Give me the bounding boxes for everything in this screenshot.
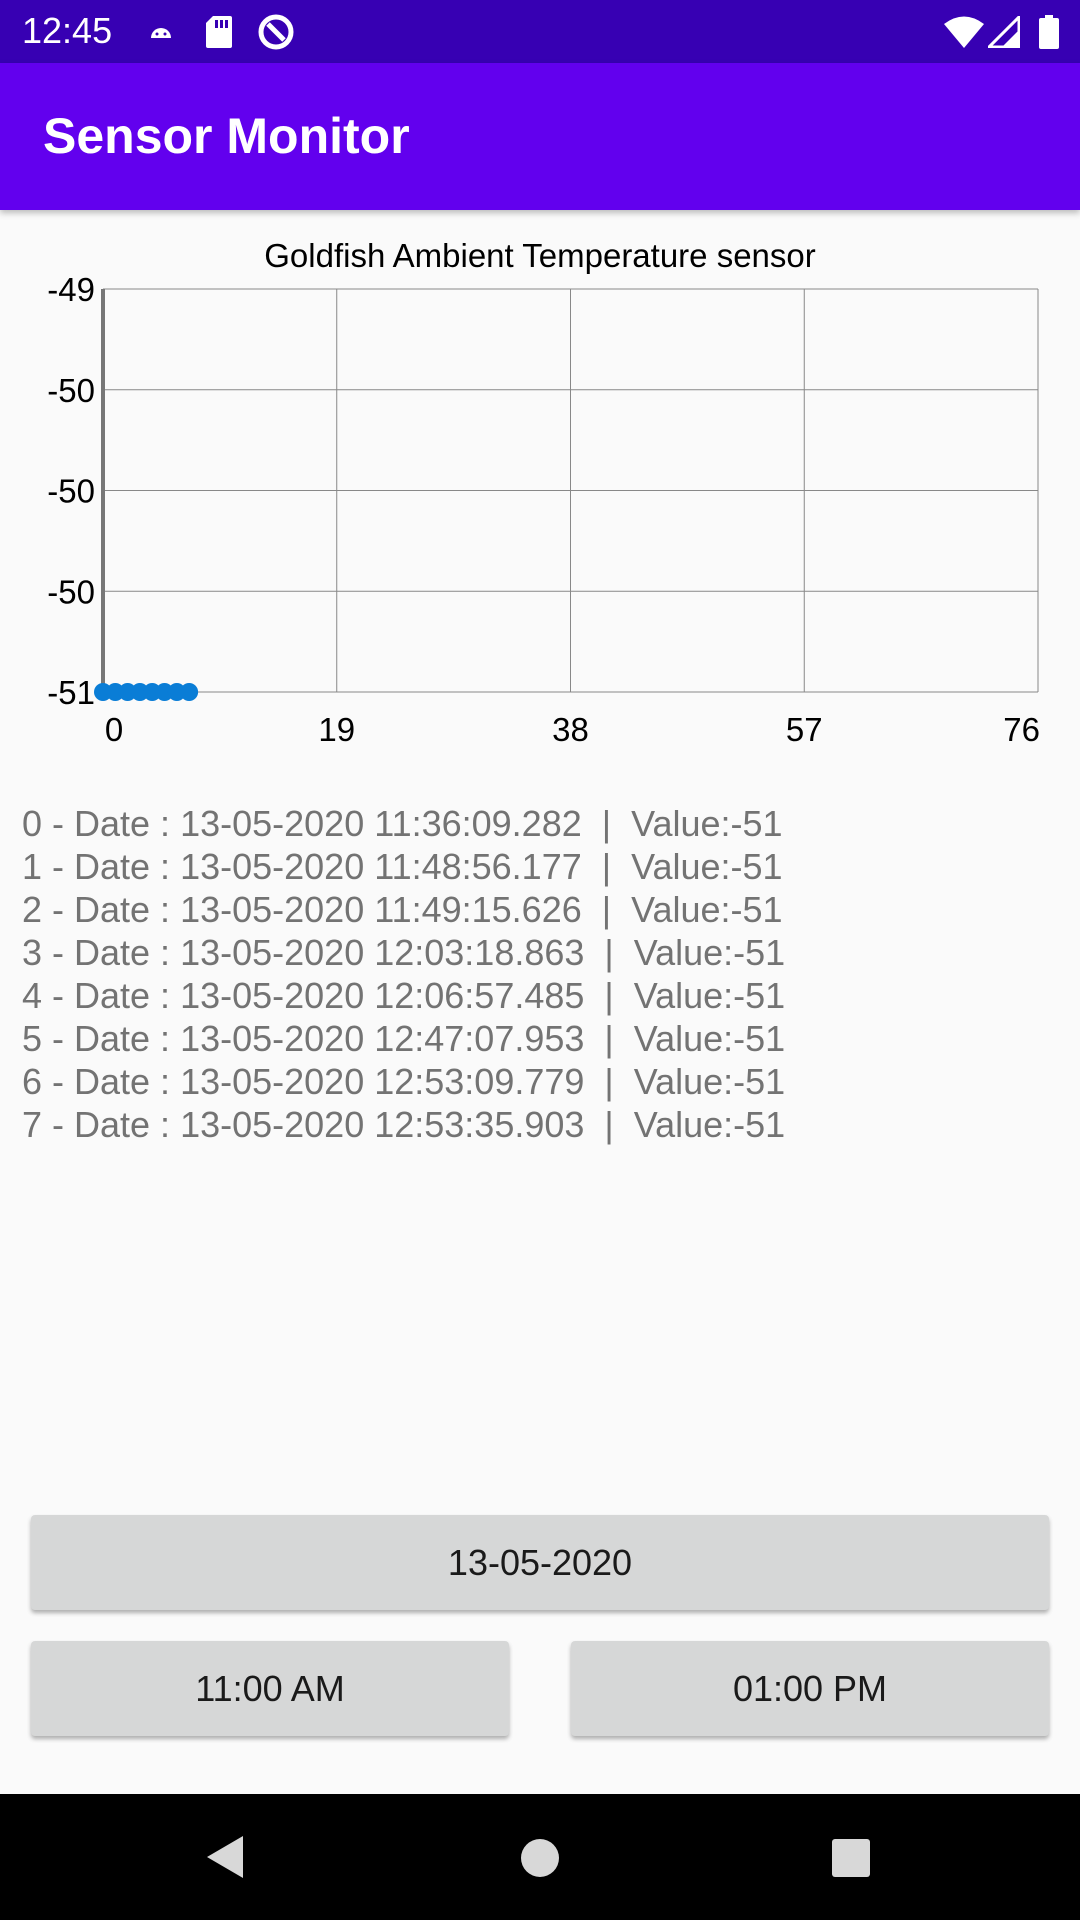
- reading-row: 2 - Date : 13-05-2020 11:49:15.626 | Val…: [22, 889, 783, 930]
- wifi-icon: [944, 0, 984, 63]
- readings-list: 0 - Date : 13-05-2020 11:36:09.282 | Val…: [22, 802, 785, 1146]
- x-tick-label: 0: [105, 711, 123, 748]
- chart-title: Goldfish Ambient Temperature sensor: [264, 237, 816, 274]
- data-point: [143, 683, 162, 701]
- app-title: Sensor Monitor: [43, 108, 410, 164]
- sensor-chart: Goldfish Ambient Temperature sensor 0 19 3…: [0, 220, 1080, 760]
- navigation-bar: [0, 1794, 1080, 1920]
- data-point: [94, 683, 112, 701]
- data-point: [167, 683, 186, 701]
- reading-row: 3 - Date : 13-05-2020 12:03:18.863 | Val…: [22, 932, 786, 973]
- android-notification-icon: [148, 0, 174, 63]
- start-time-button[interactable]: 11:00 AM: [31, 1641, 509, 1736]
- reading-row: 1 - Date : 13-05-2020 11:48:56.177 | Val…: [22, 846, 783, 887]
- y-tick-label: -49: [47, 271, 95, 308]
- y-tick-label: -50: [47, 372, 95, 409]
- y-tick-label: -50: [47, 473, 95, 510]
- reading-row: 6 - Date : 13-05-2020 12:53:09.779 | Val…: [22, 1061, 786, 1102]
- data-point: [180, 683, 199, 701]
- home-icon[interactable]: [520, 1838, 560, 1878]
- chart-grid: [101, 288, 1039, 693]
- reading-row: 4 - Date : 13-05-2020 12:06:57.485 | Val…: [22, 975, 786, 1016]
- data-point: [106, 683, 125, 701]
- status-time: 12:45: [22, 10, 113, 51]
- y-tick-label: -50: [47, 573, 95, 610]
- back-icon[interactable]: [205, 1834, 245, 1880]
- x-tick-label: 38: [552, 711, 589, 748]
- chart-canvas: Goldfish Ambient Temperature sensor 0 19 3…: [47, 237, 1040, 748]
- x-tick-label: 19: [318, 711, 355, 748]
- y-axis-ticks: -49 -50 -50 -50 -51: [47, 271, 95, 711]
- signal-icon: [988, 0, 1020, 63]
- date-button[interactable]: 13-05-2020: [31, 1515, 1049, 1610]
- x-tick-label: 57: [786, 711, 823, 748]
- data-point: [118, 683, 137, 701]
- data-point: [155, 683, 174, 701]
- status-bar: 12:45: [0, 0, 1080, 63]
- reading-row: 5 - Date : 13-05-2020 12:47:07.953 | Val…: [22, 1018, 786, 1059]
- y-tick-label: -51: [47, 674, 95, 711]
- data-saver-icon: [256, 0, 296, 63]
- app-bar: Sensor Monitor: [0, 63, 1080, 210]
- end-time-button[interactable]: 01:00 PM: [571, 1641, 1049, 1736]
- x-tick-label: 76: [1003, 711, 1040, 748]
- data-point: [130, 683, 149, 701]
- x-axis-ticks: 0 19 38 57 76: [105, 711, 1040, 748]
- sd-card-icon: [205, 0, 233, 63]
- reading-row: 7 - Date : 13-05-2020 12:53:35.903 | Val…: [22, 1104, 786, 1145]
- reading-row: 0 - Date : 13-05-2020 11:36:09.282 | Val…: [22, 803, 783, 844]
- recents-icon[interactable]: [831, 1838, 871, 1878]
- battery-icon: [1039, 0, 1059, 63]
- data-points: [94, 683, 199, 701]
